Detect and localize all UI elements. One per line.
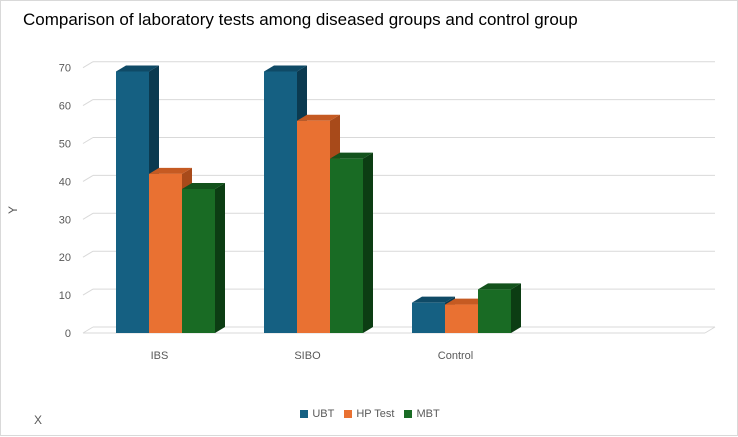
x-tick-label: SIBO bbox=[294, 350, 321, 362]
gridline-side bbox=[82, 250, 94, 258]
legend-item: HP Test bbox=[344, 408, 394, 420]
bar-ubt-sibo bbox=[264, 71, 297, 334]
bar-mbt-sibo bbox=[330, 158, 363, 333]
gridline-side bbox=[82, 288, 94, 296]
legend-item: MBT bbox=[404, 408, 440, 420]
bar-side bbox=[215, 182, 225, 333]
bar-top bbox=[264, 65, 307, 72]
legend-swatch bbox=[404, 410, 413, 418]
x-tick-label: Control bbox=[438, 350, 473, 362]
bar-top bbox=[412, 296, 455, 303]
floor-edge-right bbox=[704, 326, 716, 334]
gridline-side bbox=[82, 212, 94, 220]
chart-title: Comparison of laboratory tests among dis… bbox=[23, 10, 578, 29]
gridline-side bbox=[82, 61, 94, 69]
y-tick-label: 30 bbox=[59, 214, 71, 226]
x-tick-label: IBS bbox=[151, 350, 169, 362]
bar-hp-test-control bbox=[445, 304, 478, 333]
bar-top bbox=[478, 283, 521, 290]
bar-mbt-ibs bbox=[182, 188, 215, 333]
gridline-side bbox=[82, 99, 94, 107]
y-tick-label: 20 bbox=[59, 252, 71, 264]
legend-label: MBT bbox=[416, 408, 440, 420]
legend-label: UBT bbox=[312, 408, 335, 420]
bar-top bbox=[182, 182, 225, 189]
bar-top bbox=[330, 152, 373, 159]
legend-label: HP Test bbox=[356, 408, 395, 420]
legend-swatch bbox=[344, 410, 353, 418]
y-tick-label: 40 bbox=[59, 176, 71, 188]
bar-side bbox=[511, 283, 521, 333]
y-tick-label: 0 bbox=[65, 328, 71, 340]
legend: UBT HP Test MBT bbox=[1, 408, 738, 420]
gridline-side bbox=[82, 326, 94, 334]
bar-ubt-control bbox=[412, 302, 445, 333]
bar-mbt-control bbox=[478, 289, 511, 333]
legend-item: UBT bbox=[300, 408, 334, 420]
bar-ubt-ibs bbox=[116, 71, 149, 334]
x-axis-label: X bbox=[34, 413, 43, 427]
bar-top bbox=[116, 65, 159, 72]
y-tick-label: 10 bbox=[59, 290, 71, 302]
bar-top bbox=[149, 167, 192, 174]
bar-top bbox=[297, 114, 340, 121]
bar-hp-test-sibo bbox=[297, 120, 330, 333]
y-tick-label: 70 bbox=[59, 63, 71, 75]
gridline-side bbox=[82, 174, 94, 182]
gridline-side bbox=[82, 137, 94, 144]
y-tick-label: 60 bbox=[59, 101, 71, 113]
bar-top bbox=[445, 298, 488, 305]
bar-hp-test-ibs bbox=[149, 173, 182, 333]
y-tick-label: 50 bbox=[59, 139, 71, 151]
bar-side bbox=[363, 152, 373, 333]
legend-swatch bbox=[300, 410, 309, 418]
